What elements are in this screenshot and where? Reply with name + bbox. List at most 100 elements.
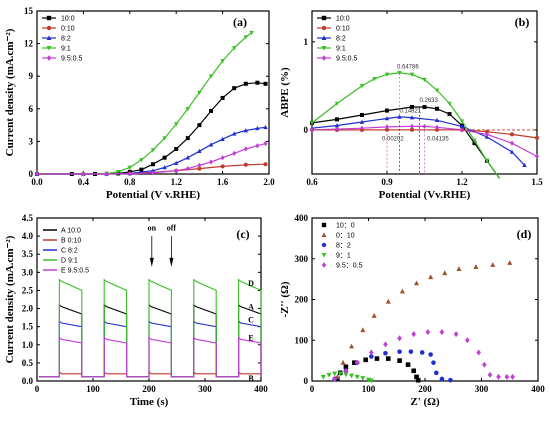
data-point <box>220 59 225 64</box>
data-point <box>220 95 225 100</box>
legend-entry: 0：10 <box>336 233 355 240</box>
data-point <box>209 108 213 113</box>
legend-entry: 10:0 <box>336 16 350 23</box>
data-point <box>535 153 539 159</box>
data-point <box>127 171 132 177</box>
legend-entry: 9:1 <box>336 46 346 53</box>
data-point <box>349 343 355 349</box>
y-tick-label: 0.5 <box>22 358 34 368</box>
data-point <box>496 373 501 380</box>
data-point <box>162 136 167 141</box>
data-point <box>197 148 202 153</box>
data-point <box>349 373 355 379</box>
legend-entry: 9.5：0.5 <box>336 263 363 270</box>
data-point <box>509 149 515 154</box>
data-point <box>243 146 248 152</box>
legend-marker <box>321 55 327 61</box>
data-point <box>369 349 374 356</box>
data-point <box>263 162 268 167</box>
data-point <box>309 121 315 126</box>
data-point <box>174 147 179 152</box>
data-point <box>232 131 237 136</box>
legend-marker <box>321 35 327 40</box>
y-tick-label: 2.0 <box>22 304 34 314</box>
data-point <box>243 81 248 86</box>
y-tick-label: 200 <box>295 295 309 305</box>
data-point <box>535 135 539 140</box>
legend-entry: 9:1 <box>61 46 71 53</box>
y-tick-label: 300 <box>295 254 309 264</box>
data-point <box>447 101 452 106</box>
series-line <box>37 143 266 175</box>
data-point <box>81 171 86 177</box>
legend-marker <box>321 15 327 21</box>
x-tick-label: 1.5 <box>531 177 543 187</box>
data-point <box>360 376 366 381</box>
series-line <box>39 278 262 378</box>
data-point <box>263 140 268 147</box>
data-point <box>263 124 268 130</box>
data-point <box>459 124 465 129</box>
data-point <box>232 150 237 156</box>
x-tick-label: 0.8 <box>124 177 136 187</box>
y-tick-label: 0.0 <box>22 376 34 386</box>
data-point <box>504 373 510 380</box>
data-point <box>255 80 260 85</box>
legend-marker <box>46 35 52 40</box>
end-label: E <box>248 334 253 343</box>
annotation-label: 0.64786 <box>397 64 419 70</box>
data-point <box>174 168 179 174</box>
data-point <box>490 262 496 267</box>
legend-marker <box>46 25 52 31</box>
data-point <box>363 357 368 363</box>
data-point <box>409 115 415 120</box>
annotation-label: 0.04135 <box>427 137 449 143</box>
y-axis-title: -Z'' (Ω) <box>279 281 291 317</box>
data-point <box>413 280 420 286</box>
panel-d: 0 100 200 300 400 0 100 200 300 400 Z' (Ω) -Z'' (Ω)… <box>279 213 545 408</box>
data-point <box>335 126 339 132</box>
data-point <box>434 117 440 123</box>
data-point <box>263 81 268 86</box>
data-point <box>447 112 452 117</box>
end-label: B <box>248 374 254 383</box>
data-point <box>151 162 155 167</box>
y-tick-label: 0 <box>304 125 309 135</box>
x-axis-title: Potential (Vv.RHE) <box>379 189 471 201</box>
data-point <box>385 124 389 130</box>
data-point <box>448 377 453 383</box>
data-point <box>439 329 445 336</box>
y-tick-label: 15 <box>24 6 34 16</box>
data-point <box>435 106 439 111</box>
y-tick-label: 4.5 <box>22 213 34 223</box>
on-arrowhead <box>149 257 154 267</box>
x-tick-label: 300 <box>198 384 212 394</box>
end-label: A <box>248 303 254 312</box>
data-point <box>442 270 448 276</box>
data-point <box>459 119 465 124</box>
data-point <box>397 335 402 342</box>
annotation-label: 0.2633 <box>420 98 439 104</box>
data-point <box>232 86 237 91</box>
data-point <box>162 165 167 170</box>
y-axis-title: ABPE (%) <box>279 67 291 118</box>
data-point <box>368 378 374 384</box>
data-point <box>320 374 326 380</box>
data-point <box>434 370 439 376</box>
data-point <box>332 371 338 377</box>
x-tick-label: 200 <box>142 384 156 394</box>
data-point <box>383 341 388 348</box>
on-label: on <box>148 224 157 233</box>
data-point <box>473 264 479 269</box>
x-tick-label: 400 <box>531 384 545 394</box>
data-point <box>185 165 190 172</box>
data-point <box>185 136 190 141</box>
x-tick-label: 0.9 <box>381 177 393 187</box>
data-point <box>369 354 374 359</box>
y-tick-label: 2.5 <box>22 285 34 295</box>
data-point <box>476 349 481 356</box>
data-point <box>209 159 213 165</box>
y-axis-title: Current density (mA.cm⁻²) <box>4 28 16 156</box>
data-point <box>332 375 337 382</box>
data-point <box>383 350 388 356</box>
